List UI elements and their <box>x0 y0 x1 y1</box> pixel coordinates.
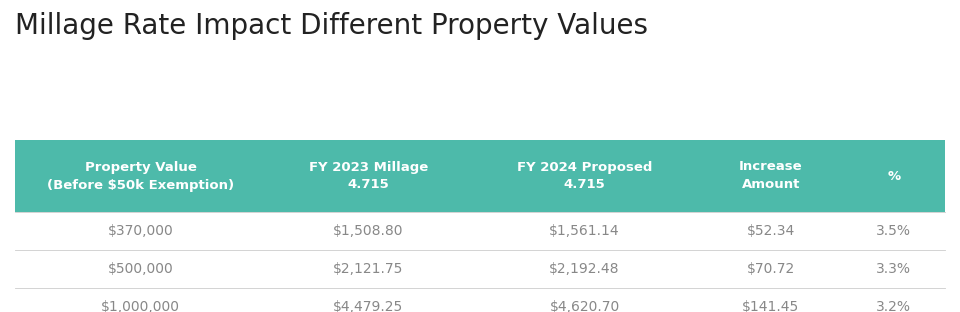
Text: $2,192.48: $2,192.48 <box>549 262 620 276</box>
Text: $1,000,000: $1,000,000 <box>101 300 180 312</box>
Text: Property Value
(Before $50k Exemption): Property Value (Before $50k Exemption) <box>47 160 234 192</box>
Text: FY 2023 Millage
4.715: FY 2023 Millage 4.715 <box>309 160 428 192</box>
Text: $2,121.75: $2,121.75 <box>333 262 403 276</box>
Text: %: % <box>887 169 900 183</box>
Text: $500,000: $500,000 <box>108 262 174 276</box>
Text: $52.34: $52.34 <box>747 224 795 238</box>
Text: FY 2024 Proposed
4.715: FY 2024 Proposed 4.715 <box>516 160 652 192</box>
Text: $370,000: $370,000 <box>108 224 174 238</box>
Text: 3.3%: 3.3% <box>876 262 911 276</box>
Text: Millage Rate Impact Different Property Values: Millage Rate Impact Different Property V… <box>15 12 648 40</box>
Text: $70.72: $70.72 <box>747 262 795 276</box>
Text: Increase
Amount: Increase Amount <box>739 160 803 192</box>
Text: $1,508.80: $1,508.80 <box>333 224 403 238</box>
Text: $1,561.14: $1,561.14 <box>549 224 620 238</box>
Text: $4,620.70: $4,620.70 <box>549 300 620 312</box>
Text: 3.2%: 3.2% <box>876 300 911 312</box>
Text: $141.45: $141.45 <box>742 300 800 312</box>
Text: 3.5%: 3.5% <box>876 224 911 238</box>
Text: $4,479.25: $4,479.25 <box>333 300 403 312</box>
